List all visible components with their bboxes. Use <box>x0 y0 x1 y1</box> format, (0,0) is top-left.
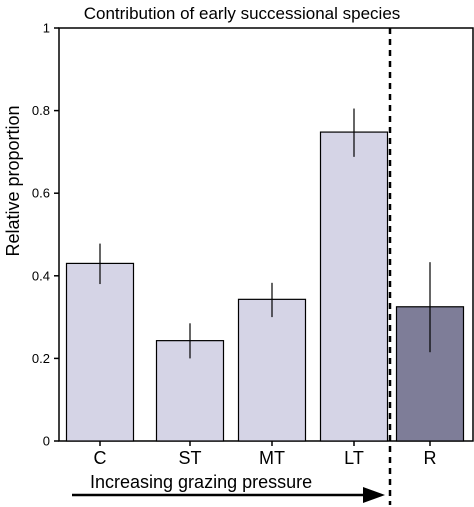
bar-lt <box>319 131 389 442</box>
x-tick-label-lt: LT <box>344 448 364 468</box>
y-tick-label: 0.6 <box>32 186 50 201</box>
x-tick-label-r: R <box>424 448 437 468</box>
y-tick-label: 0.4 <box>32 268 50 283</box>
arrow-head-icon <box>363 487 385 503</box>
x-tick-label-mt: MT <box>259 448 285 468</box>
chart-title: Contribution of early successional speci… <box>84 4 401 23</box>
y-axis-label: Relative proportion <box>3 105 23 256</box>
y-tick-label: 1 <box>43 21 50 36</box>
y-tick-label: 0.8 <box>32 103 50 118</box>
y-tick-label: 0 <box>43 434 50 449</box>
arrow-label: Increasing grazing pressure <box>90 472 312 492</box>
bar-c <box>65 262 135 442</box>
y-tick-label: 0.2 <box>32 351 50 366</box>
x-tick-label-c: C <box>94 448 107 468</box>
bar-mt <box>237 298 307 442</box>
x-tick-label-st: ST <box>178 448 201 468</box>
